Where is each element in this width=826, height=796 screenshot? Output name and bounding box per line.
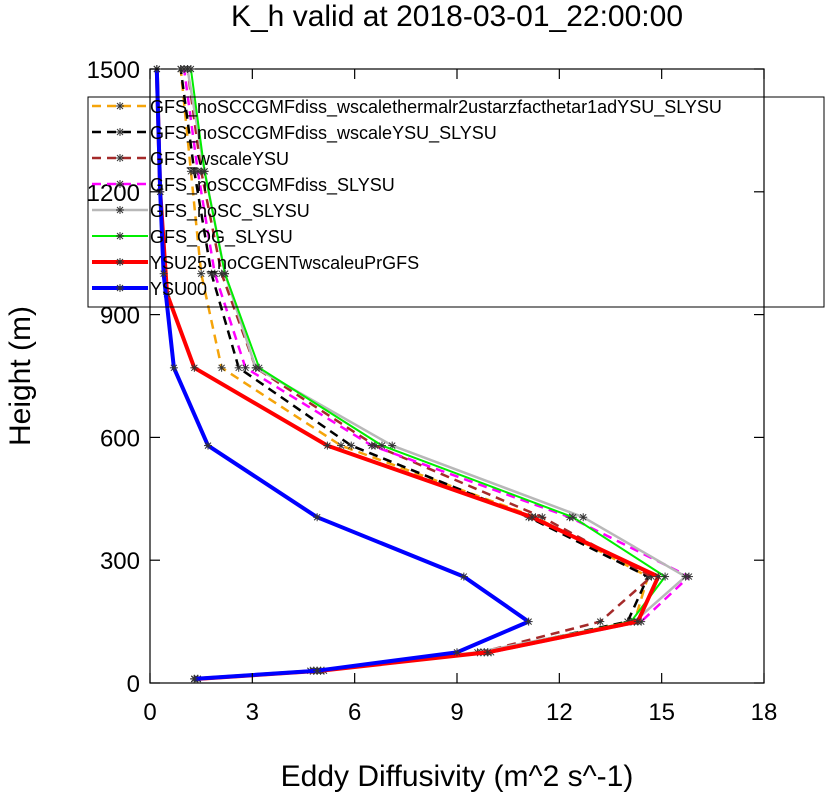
- series-ysu00: [152, 65, 533, 683]
- x-tick-label: 0: [143, 699, 156, 726]
- legend-item-gfs-nosccgmfdiss-slysu: GFS_noSCCGMFdiss_SLYSU: [92, 175, 395, 196]
- data-point-marker: [524, 617, 533, 626]
- data-point-marker: [197, 269, 206, 278]
- legend-label: GFS_noSCCGMFdiss_SLYSU: [150, 175, 395, 196]
- data-point-marker: [313, 513, 322, 522]
- series-layer: [152, 65, 693, 683]
- legend-label: YSU00: [150, 279, 207, 299]
- data-point-marker: [579, 513, 588, 522]
- x-tick-label: 18: [751, 699, 778, 726]
- legend-item-gfs-nosccgmfdiss-wscaleysu-slysu: GFS_noSCCGMFdiss_wscaleYSU_SLYSU: [92, 123, 497, 144]
- data-point-marker: [347, 441, 356, 450]
- x-tick-label: 9: [450, 699, 463, 726]
- x-tick-label: 6: [348, 699, 361, 726]
- data-point-marker: [388, 441, 397, 450]
- data-point-marker: [159, 269, 168, 278]
- legend-box: [87, 96, 825, 308]
- legend-item-ysu25-nocgentwscaleuprgfs: YSU25_noCGENTwscaleuPrGFS: [92, 253, 419, 274]
- data-point-marker: [217, 363, 226, 372]
- data-point-marker: [200, 167, 209, 176]
- data-point-marker: [483, 648, 492, 657]
- data-point-marker: [661, 572, 670, 581]
- legend-item-gfs-nosccgmfdiss-wscalethermalr2ustarzfacthetar1adysu-slysu: GFS_noSCCGMFdiss_wscalethermalr2ustarzfa…: [92, 97, 722, 118]
- y-tick-label: 300: [100, 548, 140, 575]
- data-point-marker: [210, 269, 219, 278]
- data-point-marker: [156, 187, 165, 196]
- y-axis-label: Height (m): [4, 306, 37, 446]
- data-point-marker: [190, 674, 199, 683]
- data-point-marker: [186, 65, 195, 73]
- legend-item-gfs-og-slysu: GFS_OG_SLYSU: [92, 227, 293, 248]
- legend-item-gfs-wscaleysu: GFS_wscaleYSU: [92, 149, 289, 170]
- data-point-marker: [568, 513, 577, 522]
- data-point-marker: [190, 363, 199, 372]
- data-point-marker: [169, 363, 178, 372]
- x-tick-label: 3: [246, 699, 259, 726]
- x-axis-label: Eddy Diffusivity (m^2 s^-1): [281, 760, 634, 793]
- legend-label: GFS_noSC_SLYSU: [150, 201, 310, 222]
- legend-label: YSU25_noCGENTwscaleuPrGFS: [150, 253, 419, 274]
- data-point-marker: [255, 363, 264, 372]
- data-point-marker: [528, 513, 537, 522]
- y-tick-label: 0: [127, 671, 140, 698]
- data-point-marker: [221, 269, 230, 278]
- chart-title: K_h valid at 2018-03-01_22:00:00: [231, 0, 683, 33]
- data-point-marker: [654, 572, 663, 581]
- legend: GFS_noSCCGMFdiss_wscalethermalr2ustarzfa…: [87, 96, 825, 308]
- y-tick-label: 600: [100, 425, 140, 452]
- y-tick-label: 1500: [87, 57, 140, 84]
- data-point-marker: [203, 441, 212, 450]
- data-point-marker: [459, 572, 468, 581]
- data-point-marker: [633, 617, 642, 626]
- data-point-marker: [377, 441, 386, 450]
- legend-label: GFS_wscaleYSU: [150, 149, 289, 170]
- legend-label: GFS_noSCCGMFdiss_wscaleYSU_SLYSU: [150, 123, 497, 144]
- x-tick-label: 15: [648, 699, 675, 726]
- data-point-marker: [337, 441, 346, 450]
- data-point-marker: [323, 441, 332, 450]
- data-point-marker: [313, 666, 322, 675]
- legend-item-ysu00: YSU00: [92, 279, 207, 299]
- data-point-marker: [193, 167, 202, 176]
- data-point-marker: [596, 617, 605, 626]
- data-point-marker: [234, 363, 243, 372]
- data-point-marker: [241, 363, 250, 372]
- data-point-marker: [367, 441, 376, 450]
- legend-label: GFS_OG_SLYSU: [150, 227, 293, 248]
- x-tick-label: 12: [546, 699, 573, 726]
- legend-item-gfs-nosc-slysu: GFS_noSC_SLYSU: [92, 201, 310, 222]
- data-point-marker: [681, 572, 690, 581]
- data-point-marker: [453, 648, 461, 657]
- legend-label: GFS_noSCCGMFdiss_wscalethermalr2ustarzfa…: [150, 97, 722, 118]
